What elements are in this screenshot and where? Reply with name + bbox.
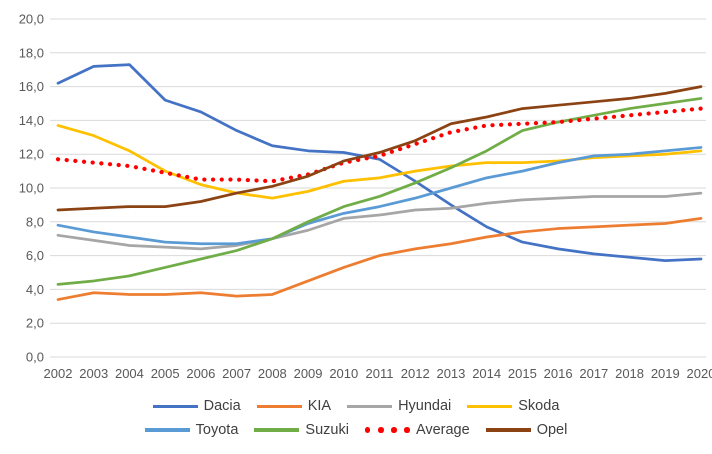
series-line-dacia xyxy=(56,63,703,263)
x-axis-tick-label: 2013 xyxy=(436,366,465,381)
legend-swatch-suzuki xyxy=(254,428,300,432)
series-lines xyxy=(55,63,704,301)
legend-dot xyxy=(404,427,410,433)
x-axis-tick-label: 2014 xyxy=(472,366,501,381)
x-axis-tick-label: 2006 xyxy=(186,366,215,381)
series-line-hyundai xyxy=(56,191,703,251)
legend-label-toyota: Toyota xyxy=(195,421,239,438)
legend-dot xyxy=(391,427,397,433)
x-axis-tick-label: 2002 xyxy=(44,366,73,381)
series-line-average xyxy=(55,106,704,184)
legend-dot xyxy=(364,427,371,433)
y-axis-tick-label: 4,0 xyxy=(26,282,44,297)
legend-label-hyundai: Hyundai xyxy=(398,398,452,414)
legend-row: Dacia KIA Hyundai Skoda xyxy=(152,398,559,414)
legend-label-dacia: Dacia xyxy=(203,398,241,414)
y-axis-tick-label: 0,0 xyxy=(26,350,44,365)
legend-item-dacia: Dacia xyxy=(152,398,241,414)
x-axis-tick-label: 2010 xyxy=(329,366,358,381)
y-axis-tick-label: 18,0 xyxy=(19,45,44,60)
legend-item-average: Average xyxy=(364,421,470,438)
y-axis-tick-label: 2,0 xyxy=(26,316,44,331)
legend-swatch-toyota xyxy=(144,428,190,432)
y-axis-tick-label: 14,0 xyxy=(19,113,44,128)
y-axis-tick-label: 10,0 xyxy=(19,181,44,196)
x-axis-tick-label: 2008 xyxy=(258,366,287,381)
series-line-suzuki xyxy=(56,97,703,286)
legend-swatch-dacia xyxy=(152,404,198,408)
legend-item-suzuki: Suzuki xyxy=(254,421,349,438)
x-axis-tick-label: 2019 xyxy=(651,366,680,381)
legend-swatch-kia xyxy=(256,404,302,408)
x-axis-tick-label: 2003 xyxy=(79,366,108,381)
x-axis-labels: 2002 2003 2004 2005 2006 2007 2008 2009 2010 2011… xyxy=(44,366,712,381)
x-axis-tick-label: 2012 xyxy=(401,366,430,381)
legend: Dacia KIA Hyundai Skoda Toyota Suzuki Average O… xyxy=(0,399,712,437)
legend-row: Toyota Suzuki Average Opel xyxy=(144,421,568,438)
legend-label-suzuki: Suzuki xyxy=(305,421,349,438)
legend-label-average: Average xyxy=(415,421,470,438)
x-axis-tick-label: 2017 xyxy=(579,366,608,381)
y-axis-labels: 0,0 2,0 4,0 6,0 8,0 10,0 12,0 14,0 16,0 18,0 20,0 xyxy=(19,12,44,365)
x-axis-tick-label: 2011 xyxy=(366,366,394,381)
plot-area: 0,02,04,06,08,010,012,014,016,018,020,0 … xyxy=(19,12,712,382)
legend-label-skoda: Skoda xyxy=(518,398,560,414)
y-axis-tick-label: 16,0 xyxy=(19,79,44,94)
x-axis-tick-label: 2020 xyxy=(687,366,712,381)
x-axis-tick-label: 2015 xyxy=(508,366,537,381)
series-line-skoda xyxy=(56,124,703,200)
legend-item-skoda: Skoda xyxy=(467,399,559,414)
x-axis-tick-label: 2016 xyxy=(544,366,573,381)
legend-dot xyxy=(378,427,384,433)
legend-item-toyota: Toyota xyxy=(144,421,239,438)
legend-label-opel: Opel xyxy=(536,421,568,438)
series-line-toyota xyxy=(56,146,703,246)
legend-item-opel: Opel xyxy=(485,421,568,438)
series-line-kia xyxy=(56,217,703,301)
x-axis-tick-label: 2007 xyxy=(222,366,251,381)
x-axis-tick-label: 2009 xyxy=(294,366,323,381)
legend-label-kia: KIA xyxy=(307,398,332,414)
legend-swatch-skoda xyxy=(467,404,513,408)
y-axis-tick-label: 20,0 xyxy=(19,12,44,27)
y-axis-tick-label: 8,0 xyxy=(26,214,44,229)
legend-swatch-hyundai xyxy=(347,404,393,408)
legend-item-hyundai: Hyundai xyxy=(347,399,451,414)
x-axis-tick-label: 2018 xyxy=(615,366,644,381)
gridlines xyxy=(50,18,706,358)
series-line-opel xyxy=(56,85,703,212)
y-axis-tick-label: 12,0 xyxy=(19,147,44,162)
legend-swatch-average xyxy=(364,427,410,433)
legend-swatch-opel xyxy=(485,428,531,432)
x-axis-tick-label: 2004 xyxy=(115,366,144,381)
x-axis-tick-label: 2005 xyxy=(151,366,180,381)
y-axis-tick-label: 6,0 xyxy=(26,248,44,263)
legend-item-kia: KIA xyxy=(256,398,332,414)
